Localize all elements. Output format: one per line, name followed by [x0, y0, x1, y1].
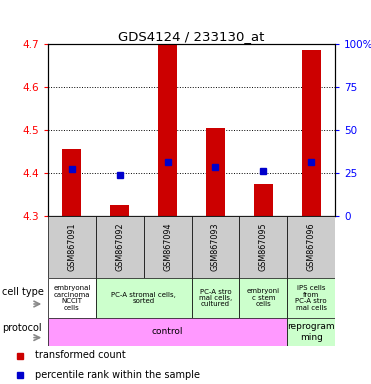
Bar: [287, 318, 335, 346]
Bar: [144, 216, 191, 278]
Bar: [96, 278, 191, 318]
Text: GSM867092: GSM867092: [115, 223, 124, 271]
Bar: [254, 184, 273, 216]
Title: GDS4124 / 233130_at: GDS4124 / 233130_at: [118, 30, 265, 43]
Bar: [239, 278, 287, 318]
Bar: [191, 216, 239, 278]
Text: embryonal
carcinoma
NCCIT
cells: embryonal carcinoma NCCIT cells: [53, 285, 91, 311]
Bar: [110, 205, 129, 216]
Text: protocol: protocol: [2, 323, 42, 333]
Bar: [287, 216, 335, 278]
Text: PC-A stro
mal cells,
cultured: PC-A stro mal cells, cultured: [199, 288, 232, 308]
Text: cell type: cell type: [2, 287, 44, 297]
Text: GSM867094: GSM867094: [163, 223, 172, 271]
Bar: [206, 128, 225, 216]
Text: PC-A stromal cells,
sorted: PC-A stromal cells, sorted: [111, 292, 176, 304]
Bar: [239, 216, 287, 278]
Bar: [48, 318, 287, 346]
Text: GSM867096: GSM867096: [306, 223, 316, 271]
Text: GSM867093: GSM867093: [211, 223, 220, 271]
Text: reprogram
ming: reprogram ming: [287, 322, 335, 342]
Bar: [302, 50, 321, 216]
Text: iPS cells
from
PC-A stro
mal cells: iPS cells from PC-A stro mal cells: [295, 285, 327, 311]
Text: GSM867095: GSM867095: [259, 223, 268, 271]
Bar: [191, 278, 239, 318]
Bar: [287, 278, 335, 318]
Bar: [96, 216, 144, 278]
Text: GSM867091: GSM867091: [68, 223, 76, 271]
Text: control: control: [152, 328, 183, 336]
Text: embryoni
c stem
cells: embryoni c stem cells: [247, 288, 280, 308]
Bar: [62, 149, 82, 216]
Bar: [48, 216, 96, 278]
Text: transformed count: transformed count: [35, 351, 126, 361]
Bar: [48, 278, 96, 318]
Text: percentile rank within the sample: percentile rank within the sample: [35, 369, 200, 379]
Bar: [158, 42, 177, 216]
